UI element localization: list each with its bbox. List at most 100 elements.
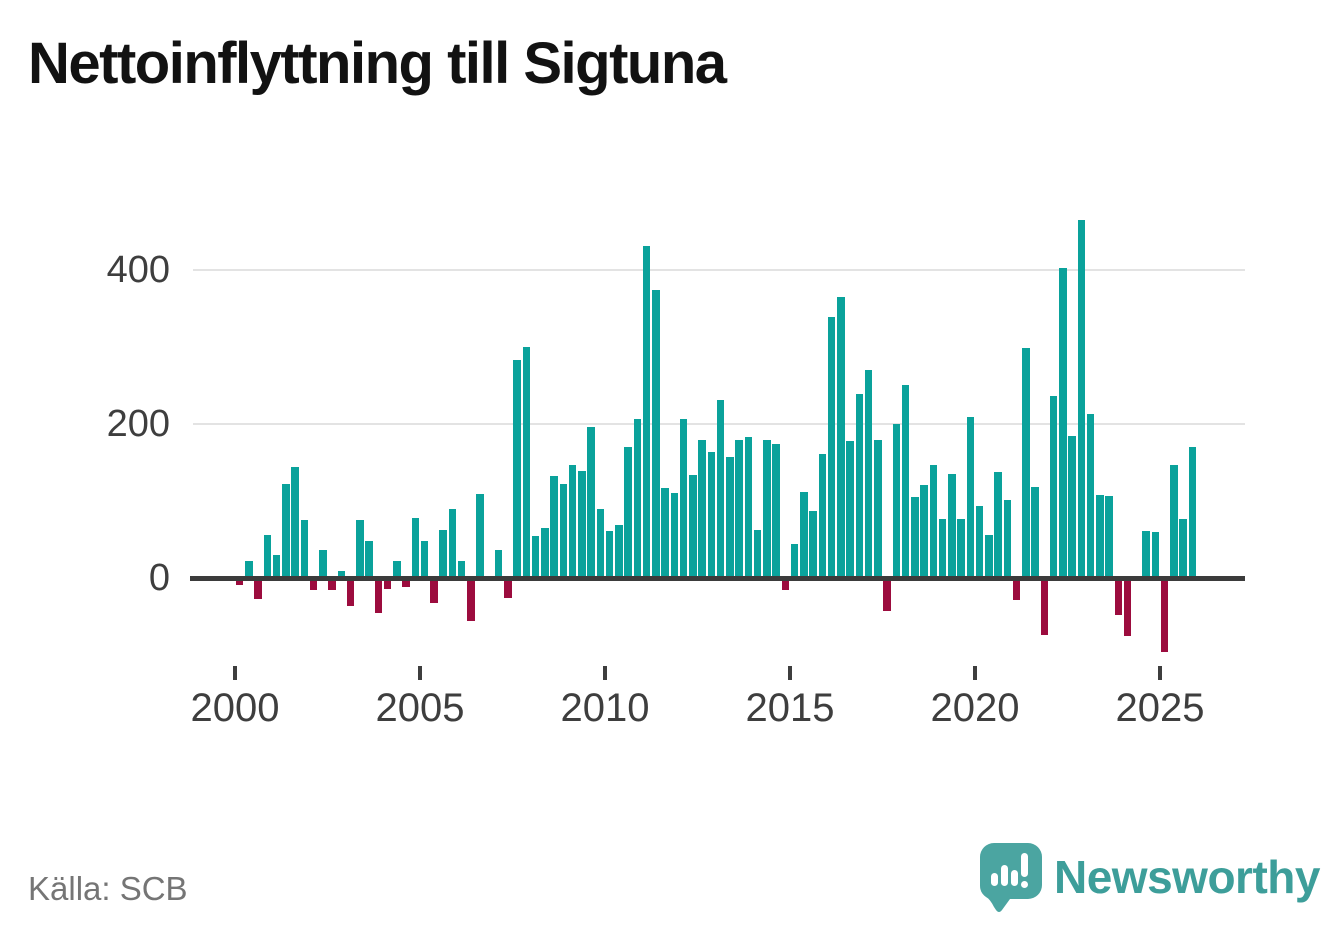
bar — [439, 529, 447, 576]
bar — [837, 296, 845, 576]
bar — [689, 475, 697, 576]
x-tick-label: 2000 — [190, 686, 280, 730]
bar — [365, 540, 373, 576]
bar — [309, 581, 318, 590]
bar — [550, 475, 558, 576]
bar — [457, 560, 466, 576]
bar — [874, 439, 882, 576]
x-tick — [788, 666, 792, 680]
bar — [1114, 581, 1123, 615]
bar — [1003, 499, 1012, 576]
bar — [679, 418, 688, 576]
bar — [319, 549, 327, 576]
bar — [1179, 519, 1187, 576]
bar — [966, 417, 975, 576]
bar — [448, 509, 457, 576]
bar — [716, 400, 725, 576]
bar — [864, 370, 873, 576]
bar — [624, 446, 632, 576]
newsworthy-logo-text: Newsworthy — [1054, 851, 1320, 903]
newsworthy-brand: Newsworthy — [978, 842, 1320, 912]
bar — [975, 505, 984, 576]
bar — [522, 347, 531, 576]
bar — [846, 441, 854, 577]
bar — [809, 510, 817, 577]
bar — [494, 549, 503, 576]
bar — [985, 535, 993, 576]
bar — [1040, 581, 1049, 635]
bar — [670, 492, 679, 576]
bar — [615, 525, 623, 576]
bar — [383, 581, 392, 589]
bar — [504, 581, 512, 598]
bar — [411, 518, 420, 577]
bar — [957, 519, 965, 576]
bar — [827, 316, 836, 576]
y-axis-label: 200 — [106, 403, 170, 445]
bar — [1086, 413, 1095, 576]
bar — [911, 496, 919, 576]
bar — [698, 439, 706, 576]
newsworthy-logo-icon — [979, 843, 1042, 912]
x-tick — [1158, 666, 1162, 680]
x-tick — [418, 666, 422, 680]
bar — [1096, 495, 1104, 576]
bar — [948, 473, 956, 576]
bar — [800, 492, 808, 576]
bar — [744, 436, 753, 576]
x-tick-label: 2015 — [745, 686, 835, 730]
bar — [356, 519, 364, 576]
bar — [272, 555, 281, 576]
x-tick — [233, 666, 237, 680]
bar — [402, 581, 410, 588]
bar — [1059, 268, 1067, 576]
bar — [235, 581, 244, 585]
bar — [1049, 395, 1058, 576]
y-axis-label: 400 — [106, 249, 170, 291]
bar — [578, 470, 586, 576]
bar — [374, 581, 383, 614]
bar — [254, 581, 262, 599]
bar — [328, 581, 336, 591]
bar — [726, 456, 734, 576]
bar — [781, 581, 790, 590]
bar — [901, 385, 910, 576]
bar — [430, 581, 438, 604]
bar — [263, 535, 272, 576]
source-label: Källa: SCB — [28, 870, 188, 907]
bar — [929, 465, 938, 576]
bar — [291, 466, 299, 576]
bar — [1142, 530, 1150, 576]
bar — [282, 483, 290, 576]
bar — [420, 540, 429, 576]
x-tick-label: 2025 — [1115, 686, 1205, 730]
bar — [1105, 495, 1113, 576]
bar — [735, 439, 743, 576]
bar — [1188, 446, 1197, 576]
zero-axis-line — [190, 576, 1245, 581]
bar — [883, 581, 891, 611]
bar — [938, 519, 947, 576]
bar — [531, 536, 540, 576]
bar — [892, 424, 901, 576]
bar — [300, 519, 309, 576]
bar — [346, 581, 355, 607]
bar — [790, 543, 799, 576]
bar — [818, 453, 827, 576]
bar — [920, 485, 928, 576]
gridline — [193, 269, 1245, 271]
bar — [763, 439, 771, 576]
bar — [596, 509, 605, 576]
bar — [559, 483, 568, 576]
bar — [467, 581, 475, 621]
bar — [642, 245, 651, 576]
chart-title: Nettoinflyttning till Sigtuna — [28, 31, 727, 96]
bar — [476, 494, 484, 576]
bar — [1031, 486, 1039, 576]
bar — [587, 427, 595, 576]
bar — [245, 560, 253, 576]
bar — [1160, 581, 1169, 652]
bar — [1068, 435, 1076, 576]
x-tick — [603, 666, 607, 680]
